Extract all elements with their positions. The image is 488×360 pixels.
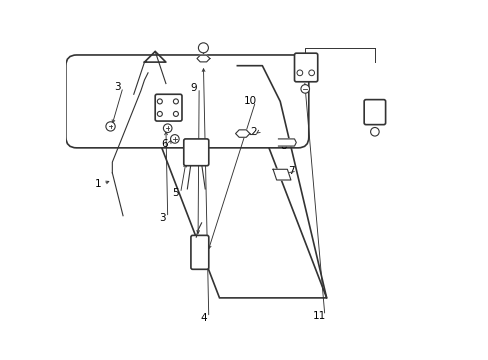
- Circle shape: [106, 122, 115, 131]
- Text: 2: 2: [249, 127, 256, 137]
- Circle shape: [173, 111, 178, 116]
- Text: 1: 1: [95, 179, 101, 189]
- FancyBboxPatch shape: [155, 94, 182, 121]
- Circle shape: [300, 85, 309, 93]
- FancyBboxPatch shape: [190, 235, 208, 269]
- FancyBboxPatch shape: [294, 53, 317, 82]
- Text: 5: 5: [172, 188, 178, 198]
- Circle shape: [170, 135, 179, 143]
- Circle shape: [173, 99, 178, 104]
- Text: 3: 3: [114, 82, 121, 92]
- Polygon shape: [272, 169, 290, 180]
- Polygon shape: [278, 139, 296, 146]
- Text: 3: 3: [159, 212, 165, 222]
- Circle shape: [370, 127, 378, 136]
- Circle shape: [198, 43, 208, 53]
- Circle shape: [163, 124, 172, 132]
- PathPatch shape: [130, 66, 326, 298]
- Circle shape: [296, 70, 302, 76]
- Circle shape: [157, 99, 162, 104]
- Polygon shape: [197, 55, 209, 62]
- Text: 10: 10: [243, 96, 256, 107]
- FancyBboxPatch shape: [66, 55, 308, 148]
- FancyBboxPatch shape: [183, 139, 208, 166]
- Text: 4: 4: [200, 312, 206, 323]
- FancyBboxPatch shape: [364, 100, 385, 125]
- Text: 11: 11: [312, 311, 325, 321]
- Polygon shape: [235, 130, 249, 137]
- Text: 9: 9: [190, 83, 197, 93]
- Text: 6: 6: [161, 139, 167, 149]
- Circle shape: [308, 70, 314, 76]
- Text: 7: 7: [288, 166, 294, 176]
- Text: 8: 8: [280, 141, 286, 151]
- Circle shape: [157, 111, 162, 116]
